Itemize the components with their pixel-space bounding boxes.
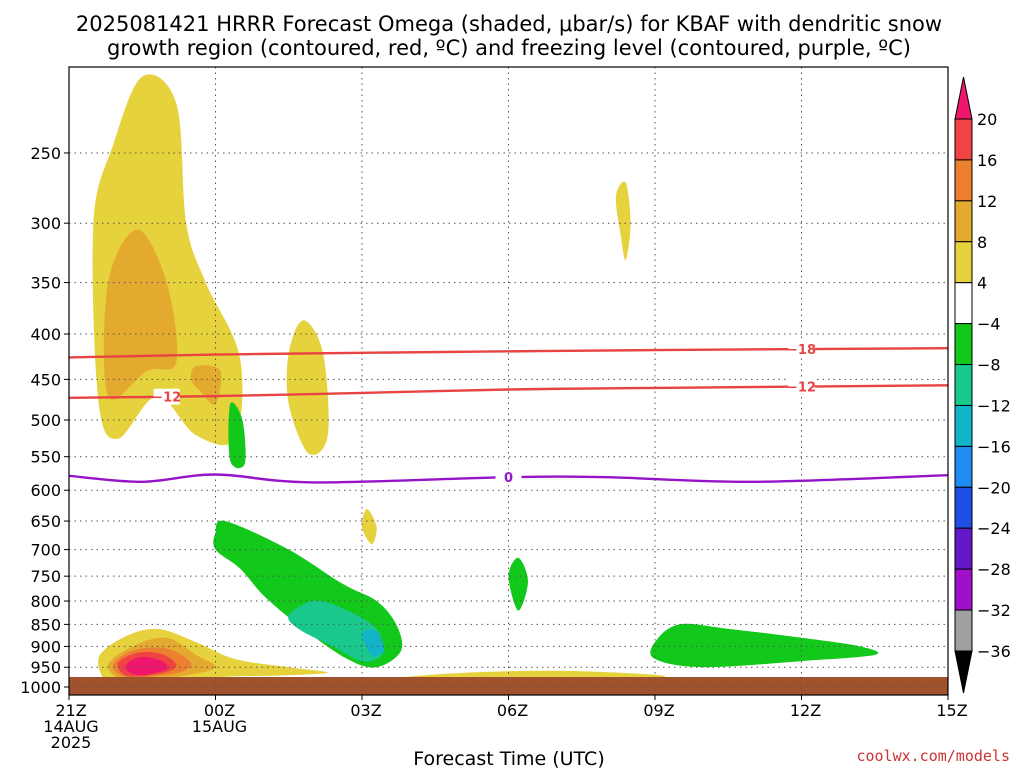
- contour-line: [69, 384, 948, 399]
- colorbar-box: [954, 609, 973, 652]
- omega-region-10: [125, 656, 168, 676]
- omega-region-5: [615, 181, 631, 261]
- colorbar-label: 8: [977, 233, 987, 252]
- omega-region-15: [361, 629, 385, 657]
- x-axis-label: Forecast Time (UTC): [413, 748, 604, 768]
- y-tick-label: 750: [30, 567, 61, 586]
- x-tick-label: 12Z: [790, 701, 821, 720]
- x-tick-label: 14AUG: [43, 717, 98, 736]
- colorbar-label: −12: [977, 396, 1011, 415]
- colorbar-box: [954, 118, 973, 161]
- colorbar-label: −24: [977, 519, 1011, 538]
- colorbar-label: −32: [977, 601, 1011, 620]
- contour-label-bg: [788, 341, 815, 358]
- colorbar-box: [954, 568, 973, 611]
- colorbar-box: [954, 404, 973, 447]
- colorbar-label: −8: [977, 356, 1001, 375]
- y-tick-label: 550: [30, 448, 61, 467]
- contour-line: [69, 473, 948, 484]
- contour-label-bg: [153, 388, 180, 405]
- omega-region-3: [286, 320, 329, 455]
- y-tick-label: 850: [30, 615, 61, 634]
- colorbar: 20 16 12 8 4 −4 −8 −12 −16 −20 −24 −28 −32 −36: [954, 76, 1011, 694]
- y-tick-label: 250: [30, 144, 61, 163]
- contour-label: −12: [152, 391, 181, 406]
- y-tick-label: 700: [30, 541, 61, 560]
- x-tick-label: 15AUG: [192, 717, 247, 736]
- y-tick-label: 600: [30, 481, 61, 500]
- colorbar-cap-top: [954, 76, 973, 120]
- y-tick-label: 300: [30, 214, 61, 233]
- x-tick-label: 2025: [51, 733, 92, 752]
- colorbar-cap-bottom: [954, 650, 973, 694]
- terrain-band: [69, 677, 948, 695]
- y-tick-label: 950: [30, 658, 61, 677]
- colorbar-label: 12: [977, 192, 997, 211]
- colorbar-label: 16: [977, 151, 997, 170]
- contour-label: −18: [787, 343, 816, 358]
- colorbar-label: −28: [977, 560, 1011, 579]
- credit-text: coolwx.com/models: [856, 747, 1010, 765]
- contour-label: −12: [787, 381, 816, 396]
- omega-region-12: [228, 402, 246, 469]
- omega-shading: [92, 74, 879, 689]
- x-tick-label: 03Z: [350, 701, 381, 720]
- contour-label-bg: [495, 469, 522, 486]
- colorbar-box: [954, 445, 973, 488]
- y-tick-label: 450: [30, 370, 61, 389]
- omega-region-16: [508, 557, 528, 611]
- colorbar-box: [954, 241, 973, 284]
- colorbar-box: [954, 486, 973, 529]
- colorbar-box: [954, 282, 973, 325]
- colorbar-box: [954, 364, 973, 406]
- x-tick-label: 09Z: [643, 701, 674, 720]
- y-tick-label: 350: [30, 274, 61, 293]
- contour-label: 0: [504, 471, 513, 486]
- y-tick-label: 650: [30, 512, 61, 531]
- colorbar-box: [954, 323, 973, 366]
- colorbar-label: −36: [977, 642, 1011, 661]
- y-tick-label: 400: [30, 325, 61, 344]
- y-tick-label: 1000: [20, 678, 61, 697]
- colorbar-label: −16: [977, 437, 1011, 456]
- omega-region-4: [361, 509, 377, 545]
- chart-title-line1: 2025081421 HRRR Forecast Omega (shaded, …: [76, 12, 942, 36]
- omega-region-17: [650, 623, 879, 668]
- colorbar-box: [954, 527, 973, 570]
- grid-lines: [69, 67, 948, 695]
- y-tick-label: 500: [30, 411, 61, 430]
- y-tick-label: 800: [30, 592, 61, 611]
- contour-label-bg: [788, 378, 815, 395]
- colorbar-label: 20: [977, 110, 997, 129]
- colorbar-box: [954, 200, 973, 243]
- chart-title-line2: growth region (contoured, red, ºC) and f…: [107, 36, 911, 60]
- x-tick-label: 06Z: [497, 701, 528, 720]
- colorbar-label: −20: [977, 478, 1011, 497]
- omega-region-14: [288, 600, 383, 662]
- y-axis: 250 300 350 400 450 500 550 600 650 700 750 800 850 9…: [20, 144, 69, 697]
- colorbar-label: −4: [977, 315, 1001, 334]
- contour-lines: −18 −12 −12 0: [69, 341, 948, 486]
- x-tick-label: 00Z: [204, 701, 235, 720]
- x-tick-label: 15Z: [936, 701, 967, 720]
- colorbar-label: 4: [977, 274, 987, 293]
- y-tick-label: 900: [30, 637, 61, 656]
- x-tick-label: 21Z: [55, 701, 86, 720]
- colorbar-box: [954, 159, 973, 202]
